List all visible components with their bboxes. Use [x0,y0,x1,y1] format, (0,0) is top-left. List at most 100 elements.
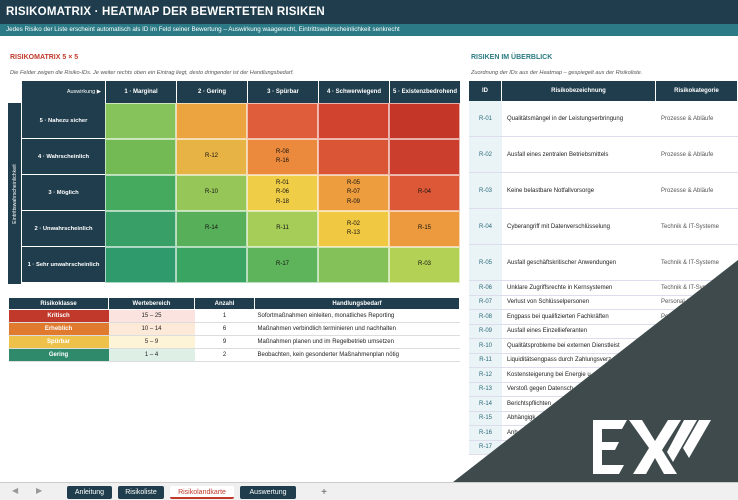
overview-row: R-04 Cyberangriff mit Datenverschlüsselu… [469,209,738,245]
impact-column-header: 2 · Gering [176,81,247,103]
risk-id-label: R-14 [204,225,218,232]
heatmap-cell [318,139,389,175]
tab-anleitung[interactable]: Anleitung [67,486,112,499]
value-range: 10 – 14 [108,322,195,336]
risk-category: Prozesse & Abläufe [661,151,714,158]
heatmap-cell [105,247,176,283]
tab-scroll-left-icon[interactable]: ◀ [12,486,19,495]
overview-note: Zuordnung der IDs aus der Heatmap – gesp… [471,70,643,76]
overview-row: R-07 Verlust von Schlüsselpersonen Perso… [469,295,738,310]
heatmap-cell [318,247,389,283]
action-text: Beobachten, kein gesonderter Maßnahmenpl… [254,348,460,362]
likelihood-row-label: 3 · Möglich [22,175,105,211]
likelihood-axis-label: Eintrittswahrscheinlichkeit [8,103,22,284]
likelihood-row-label: 2 · Unwahrscheinlich [22,211,105,247]
risk-category: Prozesse & Abläufe [661,115,714,122]
risk-category: Prozesse & Abläufe [661,187,714,194]
tab-risikolandkarte[interactable]: Risikolandkarte [170,486,234,499]
risk-name: Unklare Zugriffsrechte in Kernsystemen [507,284,613,291]
overview-header: ID [469,81,502,101]
risk-id-label: R-02 [346,220,360,227]
tab-auswertung[interactable]: Auswertung [240,486,296,499]
risk-id-label: R-15 [417,225,431,232]
risk-name: Verstoß gegen Datensch [507,386,574,393]
risk-category: Technik & IT-Systeme [661,223,720,230]
overview-row: R-02 Ausfall eines zentralen Betriebsmit… [469,137,738,173]
heatmap-cell [176,247,247,283]
risk-category: Technik & IT-Systeme [661,284,720,291]
heatmap-cell: R-14 [176,211,247,247]
overview-header: Risikobezeichnung [502,81,656,101]
heatmap-corner-label: Auswirkung ▶ [22,81,105,103]
risk-id: R-07 [469,295,502,309]
overview-row: R-03 Keine belastbare Notfallvorsorge Pr… [469,173,738,209]
add-sheet-button[interactable]: + [321,487,327,498]
overview-row: R-10 Qualitätsprobleme bei externen Dien… [469,339,738,354]
risk-count: 1 [194,309,255,323]
risk-id: R-06 [469,281,502,295]
impact-column-header: 3 · Spürbar [247,81,318,103]
overview-title: RISIKEN IM ÜBERBLICK [471,54,553,61]
impact-column-header: 1 · Marginal [105,81,176,103]
risk-name: Qualitätsmängel in der Leistungserbringu… [507,115,624,122]
risk-id: R-12 [469,368,502,382]
ex-logo-icon [593,420,711,474]
action-text: Maßnahmen verbindlich terminieren und na… [254,322,460,336]
impact-column-header: 5 · Existenzbedrohend [389,81,460,103]
heatmap-cell [176,103,247,139]
risk-count: 6 [194,322,255,336]
action-text: Sofortmaßnahmen einleiten, monatliches R… [254,309,460,323]
risk-id: R-10 [469,339,502,353]
risk-id: R-15 [469,411,502,425]
risk-id-label: R-10 [204,189,218,196]
risk-count: 2 [194,348,255,362]
heatmap-cell: R-08 R-16 [247,139,318,175]
risk-id-label: R-07 [346,189,360,196]
heatmap-cell [389,103,460,139]
risk-id-label: R-06 [275,189,289,196]
risk-id-label: R-08 [275,148,289,155]
heatmap-cell: R-10 [176,175,247,211]
heatmap-cell [105,103,176,139]
risk-id: R-16 [469,426,502,440]
risk-id-label: R-09 [346,198,360,205]
risk-class-label: Spürbar [8,335,109,349]
likelihood-row-label: 4 · Wahrscheinlich [22,139,105,175]
risk-id: R-05 [469,245,502,280]
risk-id: R-01 [469,101,502,136]
legend-row: Gering 1 – 4 2 Beobachten, kein gesonder… [8,348,460,362]
risk-category: Technik & IT-Systeme [661,259,720,266]
risk-id-label: R-16 [275,158,289,164]
heatmap-cell: R-11 [247,211,318,247]
overview-row: R-01 Qualitätsmängel in der Leistungserb… [469,101,738,137]
legend-table: Risikoklasse Wertebereich Anzahl Handlun… [8,297,460,362]
matrix-note: Die Felder zeigen die Risiko-IDs. Je wei… [10,70,294,76]
value-range: 1 – 4 [108,348,195,362]
heatmap-cell [389,139,460,175]
risk-id-label: R-04 [417,189,431,196]
risk-name: Cyberangriff mit Datenverschlüsselung [507,223,610,230]
risk-id: R-03 [469,173,502,208]
risk-id-label: R-18 [275,198,289,205]
risk-name: Berichtspflichten [507,400,552,407]
tab-risikoliste[interactable]: Risikoliste [118,486,164,499]
risk-name: Ausfall eines zentralen Betriebsmittels [507,151,609,158]
heatmap-cell [105,211,176,247]
legend-header: Wertebereich [108,297,195,310]
risk-id-label: R-17 [275,261,289,268]
risk-category: Personal & Kno [661,299,703,306]
heatmap-cell [105,175,176,211]
overview-row: R-06 Unklare Zugriffsrechte in Kernsyste… [469,281,738,296]
overview-header: Risikokategorie [656,81,738,101]
legend-row: Erheblich 10 – 14 6 Maßnahmen verbindlic… [8,322,460,336]
risk-name: Qualitätsprobleme bei externen Dienstlei… [507,342,620,349]
risk-id: R-08 [469,310,502,324]
risk-name: Ausfall eines Einzellieferanten [507,328,588,335]
risk-id-label: R-11 [276,225,289,232]
page-subtitle: Jedes Risiko der Liste erscheint automat… [0,24,738,36]
action-text: Maßnahmen planen und im Regelbetrieb ums… [254,335,460,349]
risk-id-label: R-01 [275,179,289,186]
heatmap-cell: R-01 R-06 R-18 [247,175,318,211]
tab-scroll-right-icon[interactable]: ▶ [36,486,43,495]
likelihood-row-label: 5 · Nahezu sicher [22,103,105,139]
